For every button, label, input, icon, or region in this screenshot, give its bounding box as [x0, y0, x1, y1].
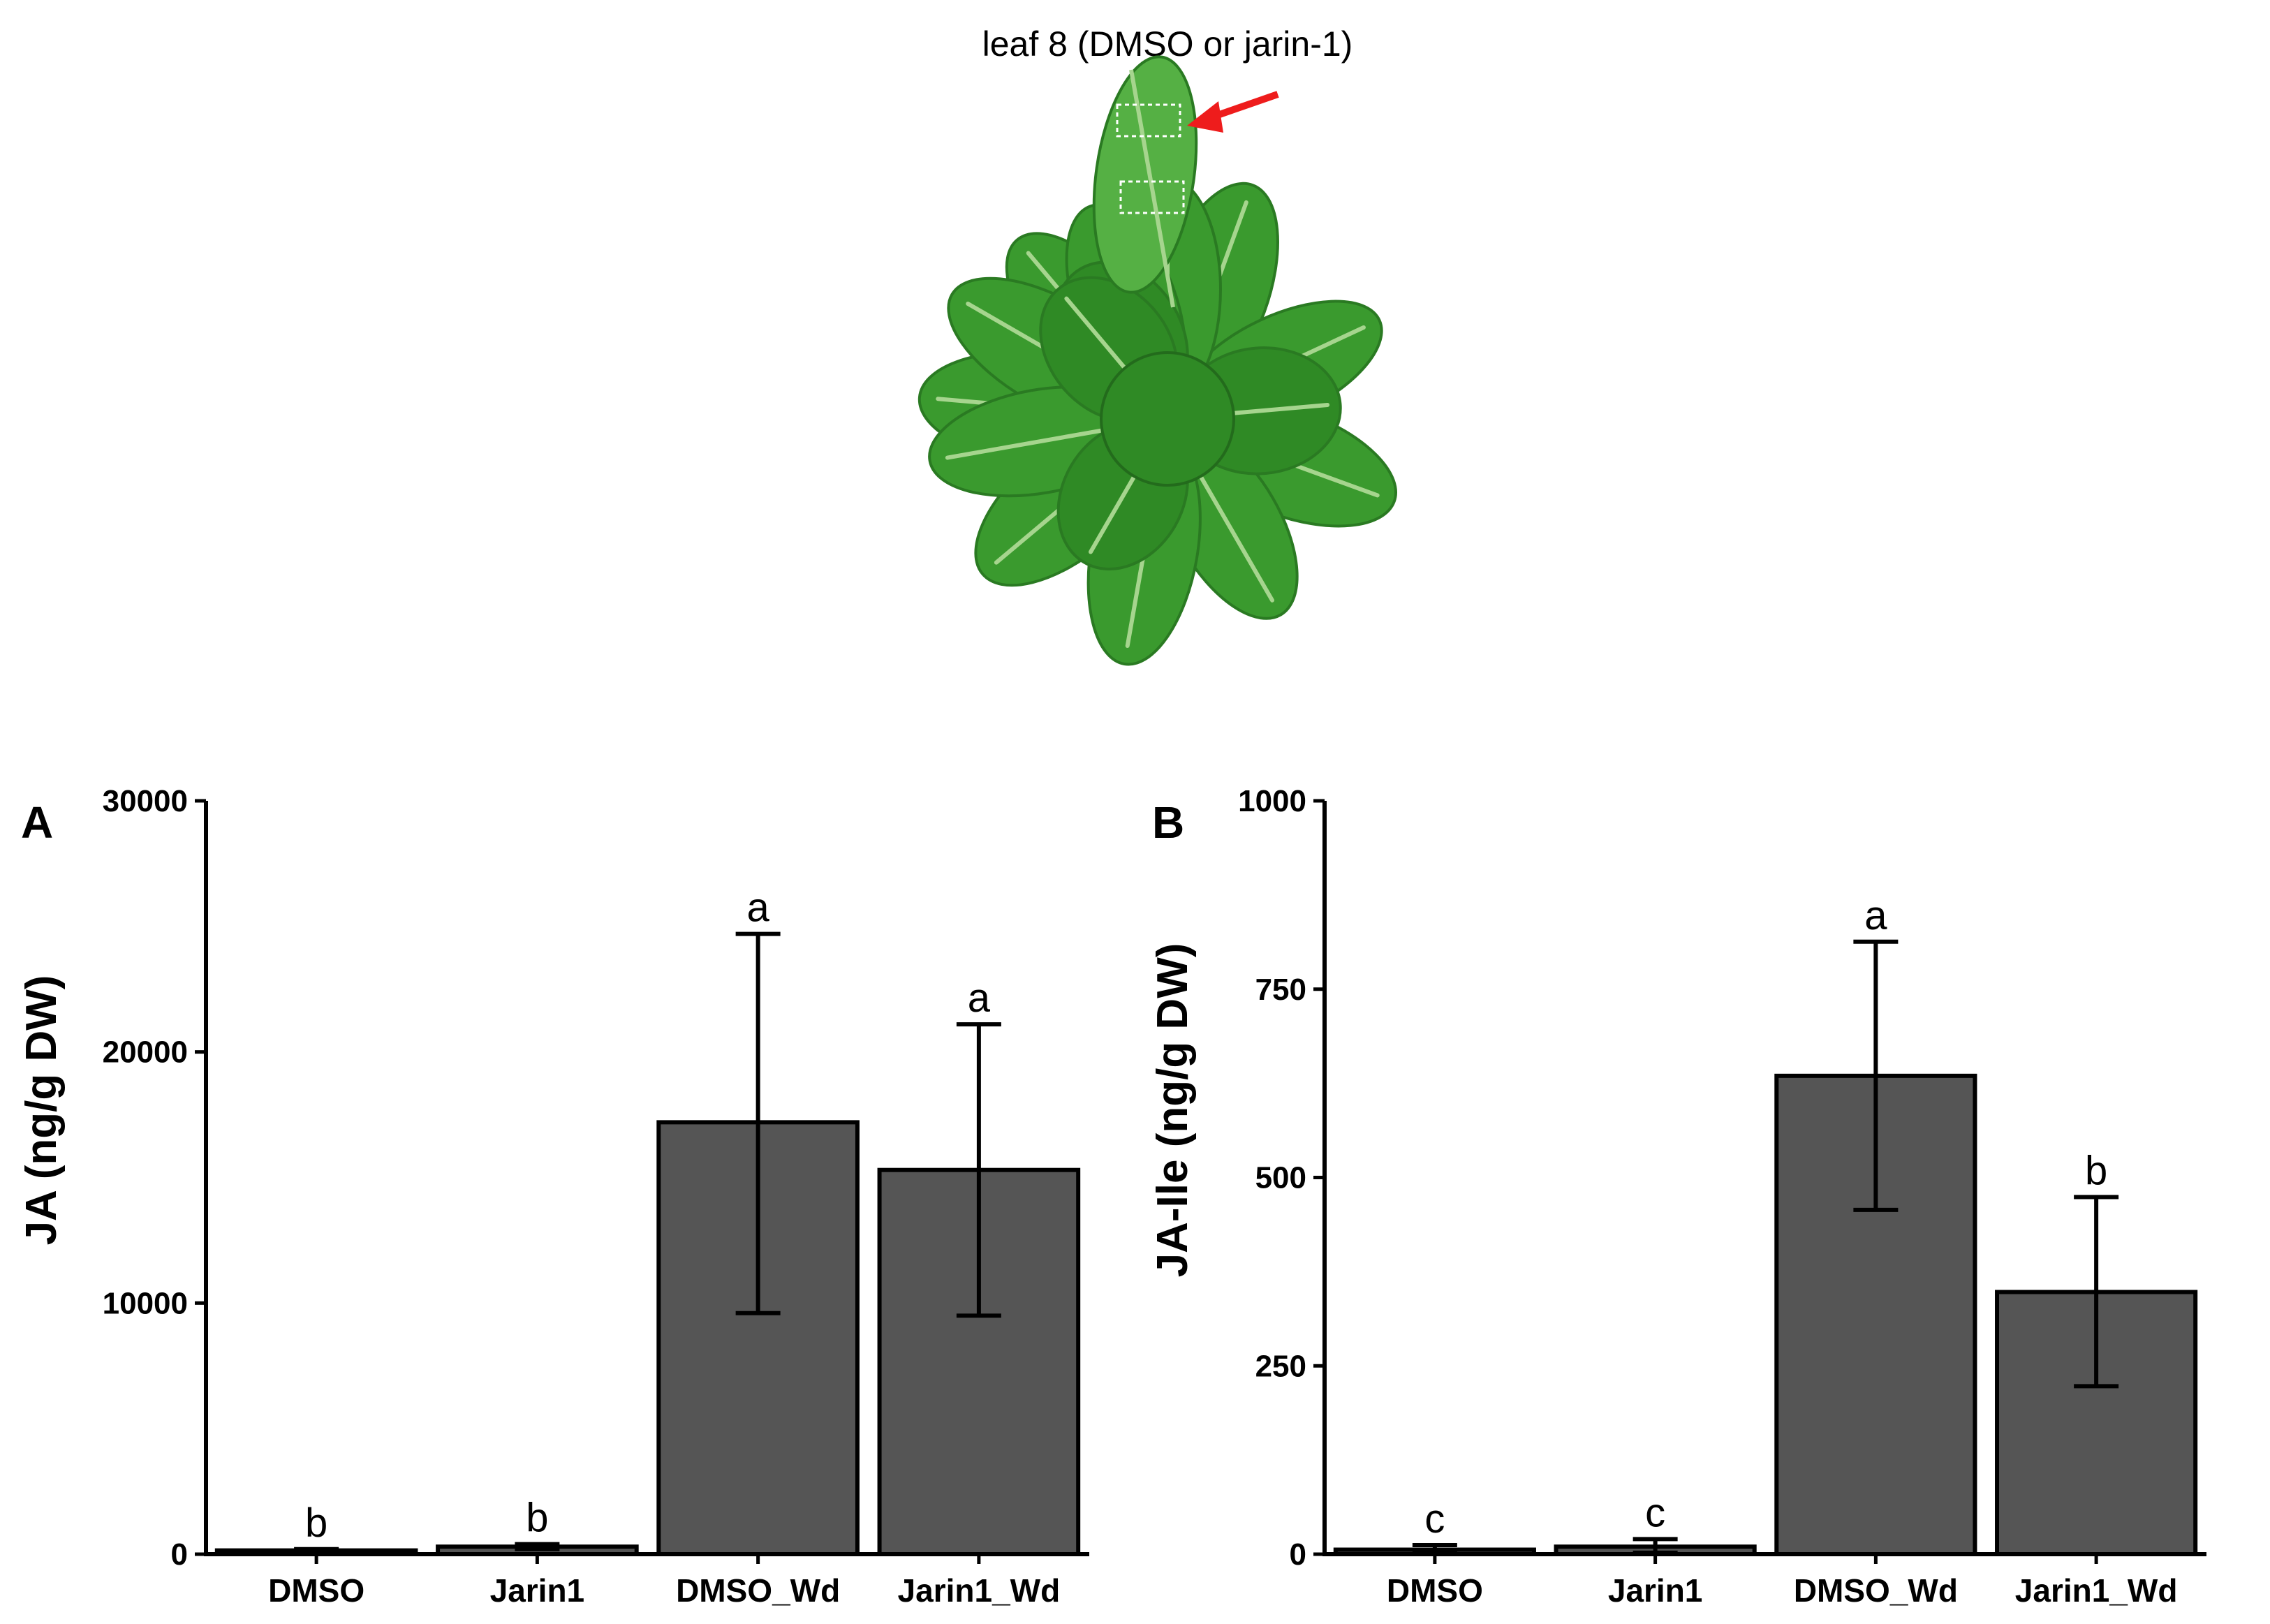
x-tick-label: Jarin1_Wd: [898, 1572, 1061, 1609]
significance-letter: a: [746, 885, 769, 931]
panel-a-chart: A JA (ng/g DW) b DMSO b Jarin1 a DMSO_Wd a Jari…: [17, 784, 1089, 1609]
significance-letter: b: [305, 1500, 327, 1546]
y-tick-label: 1000: [1238, 784, 1306, 818]
treated-leaf-midrib: [1129, 69, 1175, 308]
panel-a-letter: A: [21, 797, 53, 848]
y-tick-label: 750: [1255, 973, 1306, 1007]
significance-letter: b: [2085, 1149, 2107, 1194]
bar-jarin1-wd: [877, 1167, 1081, 1556]
red-arrow-icon: [1187, 91, 1279, 133]
rosette-leaves: [917, 55, 1397, 666]
arrow-head: [1187, 101, 1223, 133]
significance-letter: b: [526, 1496, 548, 1541]
y-tick-label: 0: [171, 1537, 188, 1572]
wound-mark: [1116, 103, 1181, 138]
y-tick-label: 30000: [103, 784, 188, 818]
x-tick-label: Jarin1_Wd: [2015, 1572, 2178, 1609]
significance-letter: a: [1864, 893, 1887, 938]
treated-leaf: [1092, 55, 1198, 294]
significance-letter: c: [1645, 1490, 1665, 1535]
panel-b-plot-area: c DMSO c Jarin1 a DMSO_Wd b Jarin1_Wd 0 250 500 750…: [1238, 784, 2206, 1609]
panel-b-y-axis-title: JA-Ile (ng/g DW): [1149, 943, 1197, 1278]
x-tick-label: DMSO_Wd: [1794, 1572, 1958, 1609]
y-tick-label: 500: [1255, 1161, 1306, 1195]
y-tick-label: 20000: [103, 1035, 188, 1070]
wound-mark: [1119, 180, 1185, 214]
x-tick-label: DMSO_Wd: [676, 1572, 840, 1609]
y-tick-label: 10000: [103, 1286, 188, 1320]
y-tick-label: 0: [1290, 1537, 1306, 1572]
significance-letter: a: [968, 975, 991, 1021]
panel-b-chart: B JA-Ile (ng/g DW) c DMSO c Jarin1 a DMSO_Wd b…: [1149, 784, 2206, 1609]
x-tick-label: DMSO: [1387, 1572, 1483, 1609]
x-tick-label: Jarin1: [490, 1572, 585, 1609]
rosette-center: [1100, 351, 1235, 487]
panel-b-letter: B: [1152, 797, 1184, 848]
illustration-caption: leaf 8 (DMSO or jarin-1): [982, 24, 1353, 64]
panel-a-plot-area: b DMSO b Jarin1 a DMSO_Wd a Jarin1_Wd 0 10000 2000…: [103, 784, 1089, 1609]
y-tick-label: 250: [1255, 1349, 1306, 1383]
arrow-shaft: [1210, 91, 1279, 121]
panel-a-y-axis-title: JA (ng/g DW): [17, 975, 66, 1246]
x-tick-label: DMSO: [268, 1572, 364, 1609]
rosette-illustration: leaf 8 (DMSO or jarin-1): [917, 24, 1397, 666]
significance-letter: c: [1424, 1496, 1445, 1542]
x-tick-label: Jarin1: [1608, 1572, 1703, 1609]
